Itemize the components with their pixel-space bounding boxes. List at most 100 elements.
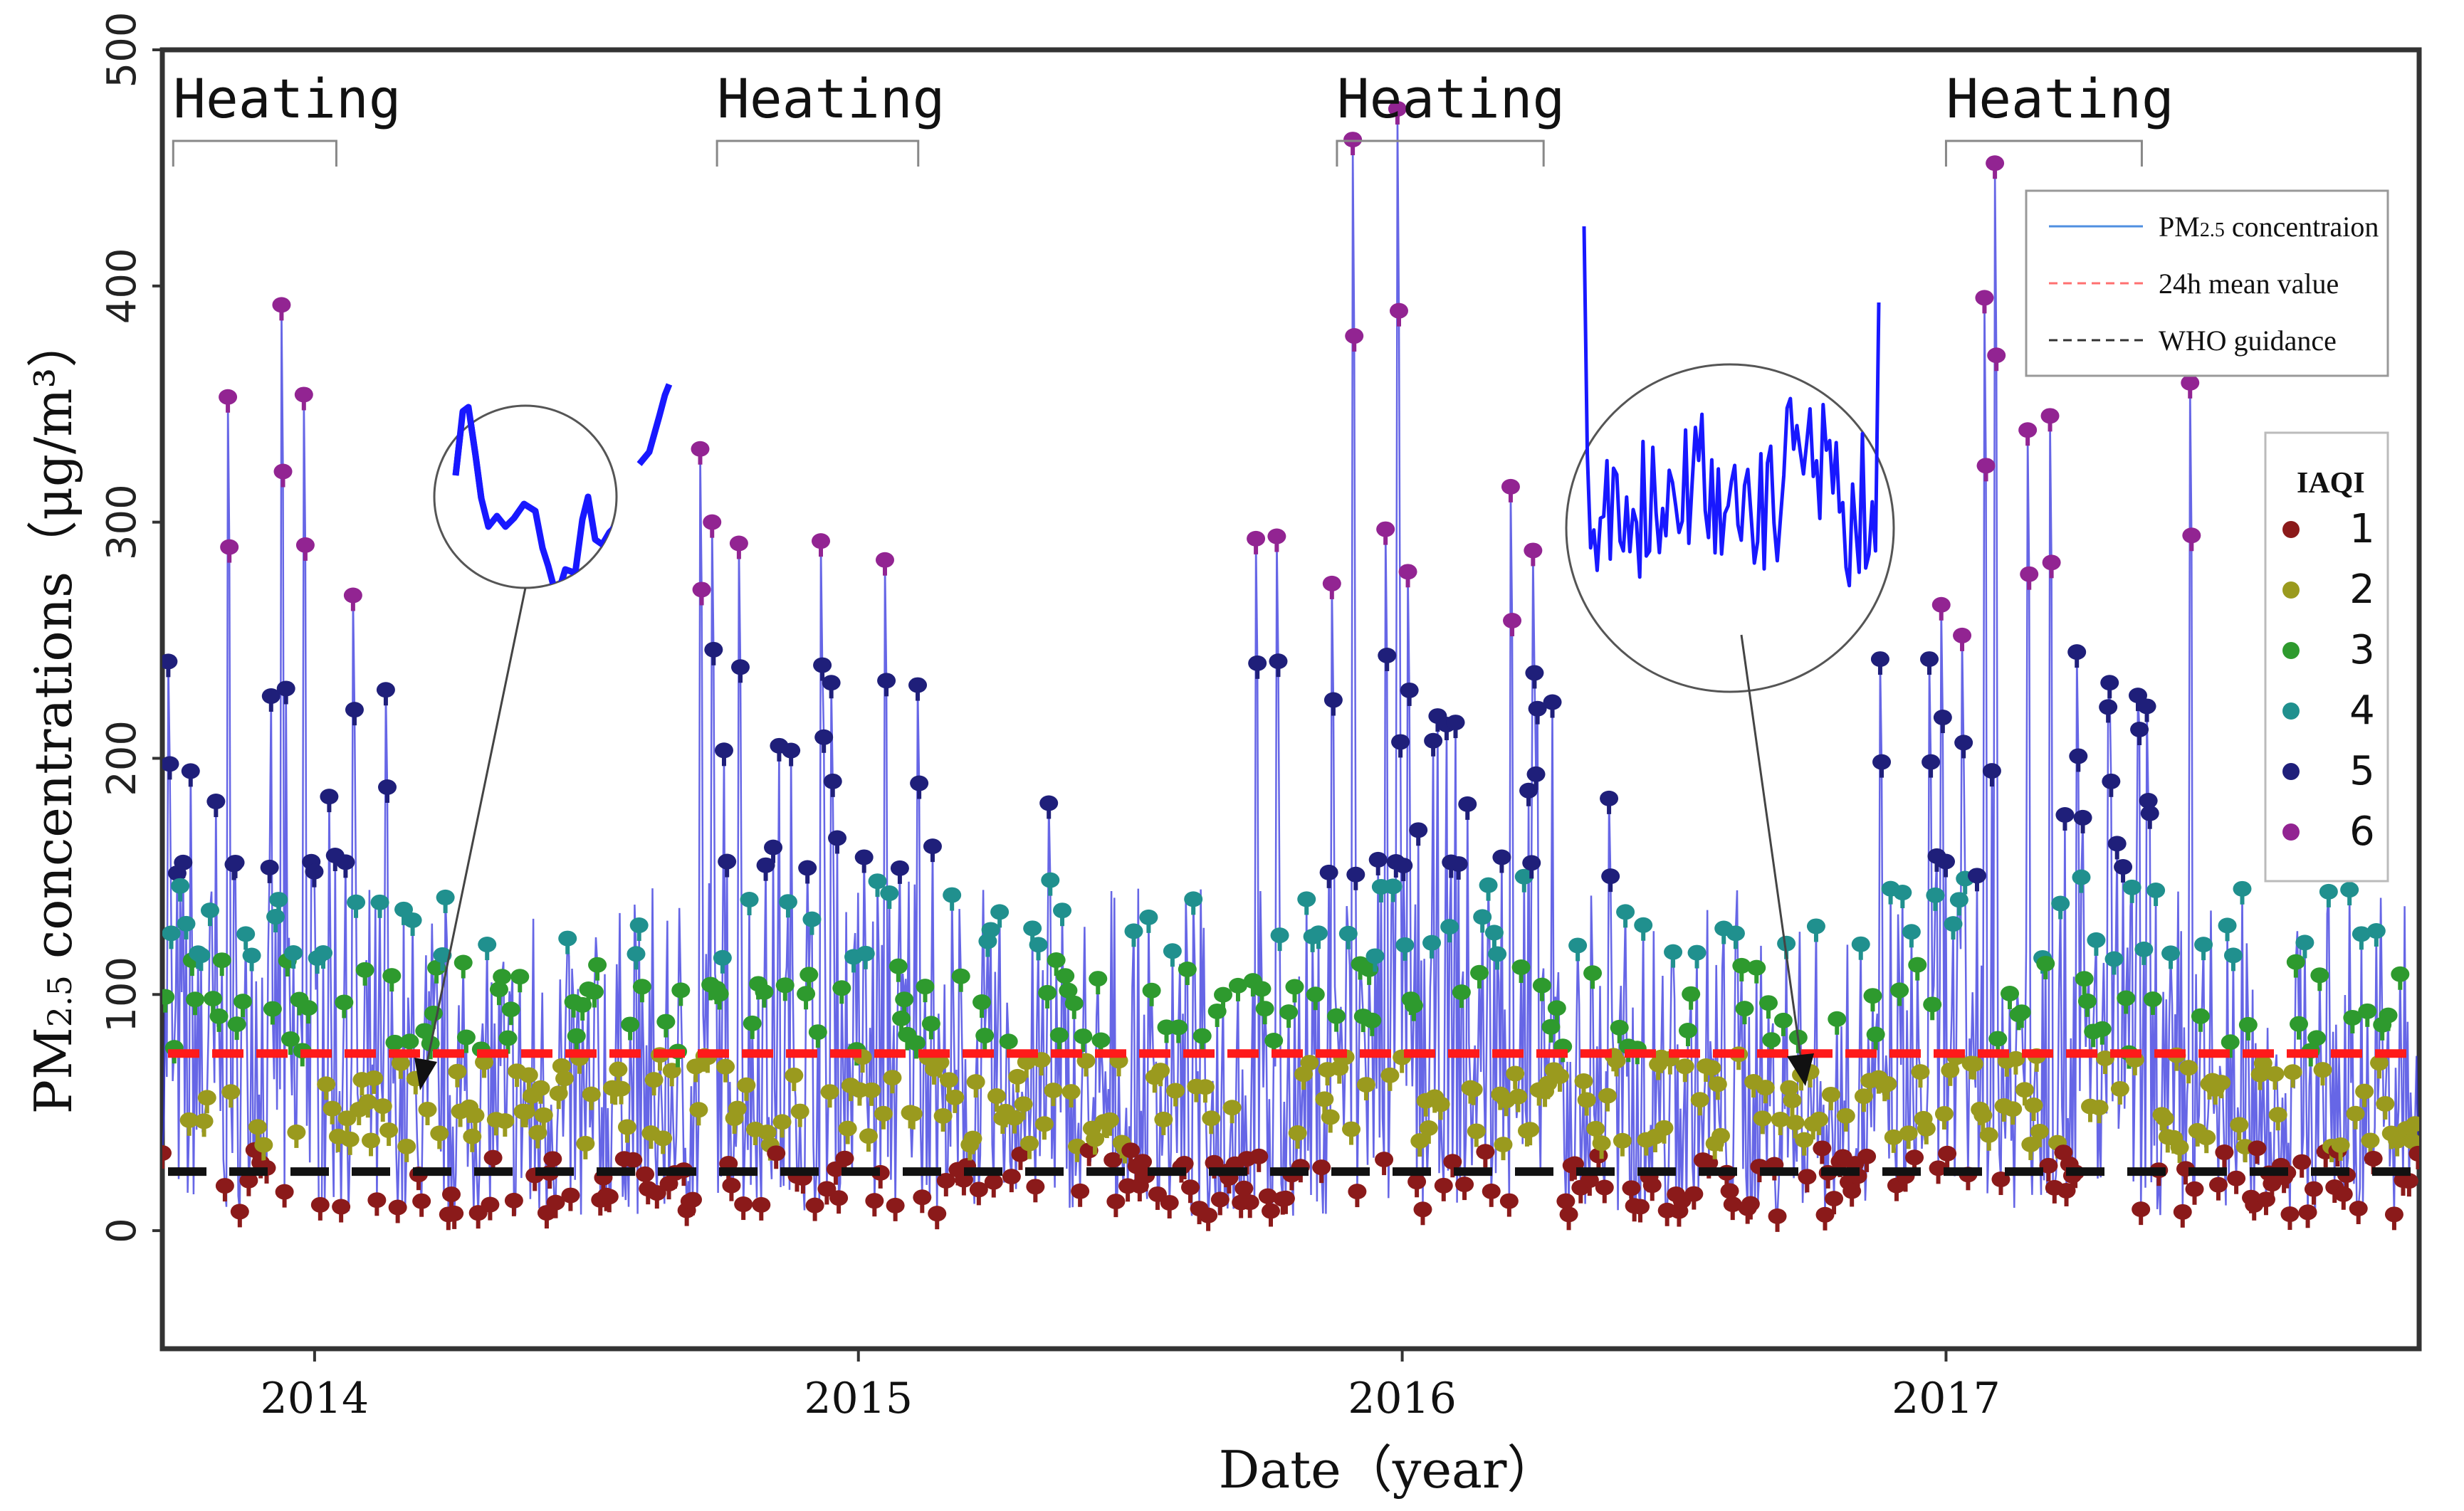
iaqi-point [162,756,179,772]
iaqi-point [2191,1008,2210,1024]
iaqi-point [2117,990,2136,1006]
iaqi-point [1519,782,1538,799]
iaqi-point [1863,988,1882,1004]
iaqi-point [1568,937,1588,954]
iaqi-point [767,1145,786,1162]
iaqi-point [1893,885,1912,901]
iaqi-point [1911,1064,1930,1080]
iaqi-point [335,994,354,1011]
iaqi-point [1559,1206,1578,1223]
iaqi-point [379,1122,399,1139]
x-axis: 2014 2015 2016 2017 [261,1349,2001,1423]
iaqi-point [802,911,822,927]
iaqi-point [2021,1136,2040,1152]
iaqi-point [266,909,285,925]
iaqi-point [1622,1180,1641,1196]
iaqi-point [200,902,219,919]
iaqi-point [1103,1152,1123,1168]
iaqi-point [1338,925,1358,942]
iaqi-point [1798,1169,1817,1185]
iaqi-point [2384,1206,2403,1223]
inset-2014-line-overflow [636,383,673,466]
iaqi-point [755,984,774,1000]
iaqi-point [1492,849,1511,865]
iaqi-point [624,1152,643,1168]
iaqi-point [1249,1148,1269,1164]
iaqi-point [1270,927,1289,944]
iaqi-point [2040,408,2060,424]
iaqi-point [2077,993,2097,1009]
iaqi-point [1783,1093,1802,1109]
iaqi-point [2020,566,2039,582]
y-tick-label: 0 [99,1218,145,1243]
iaqi-legend-label: 2 [2349,567,2375,613]
iaqi-point [729,535,748,552]
iaqi-point [1949,892,1968,908]
iaqi-point [436,889,455,905]
iaqi-point [930,1054,950,1070]
iaqi-point [275,1184,294,1200]
iaqi-point [1394,858,1413,874]
iaqi-point [1139,909,1158,925]
iaqi-point [984,1174,1003,1190]
iaqi-point [2361,1132,2380,1149]
iaqi-point [1678,1023,1697,1039]
iaqi-point [2364,1150,2383,1167]
iaqi-point [1034,1116,1054,1132]
iaqi-point [1851,936,1870,952]
iaqi-point [1300,1055,1319,1071]
iaqi-point [1181,1179,1200,1196]
iaqi-point [1967,868,1986,884]
iaqi-point [2355,1083,2374,1100]
iaqi-point [2104,951,2124,967]
iaqi-legend-label: 6 [2349,809,2375,855]
iaqi-legend-swatch [2282,763,2300,780]
iaqi-point [445,1205,464,1221]
iaqi-point [951,968,970,984]
iaqi-point [2406,1116,2419,1132]
iaqi-point [647,1185,666,1201]
iaqi-point [990,904,1010,920]
iaqi-point [1419,1120,1438,1137]
iaqi-point [874,1105,893,1122]
iaqi-point [883,1070,902,1086]
iaqi-point [1017,1054,1036,1070]
iaqi-point [916,979,935,995]
iaqi-point [2095,1051,2114,1067]
iaqi-point [1376,521,1395,537]
iaqi-point [1815,1206,1835,1223]
iaqi-point [347,894,366,910]
iaqi-point [2319,883,2338,900]
iaqi-point [2399,1173,2418,1189]
iaqi-point [1297,891,1316,907]
iaqi-legend-label: 1 [2349,506,2375,552]
iaqi-point [2215,1144,2234,1161]
iaqi-point [1522,855,1541,871]
iaqi-point [2352,926,2371,942]
iaqi-point [1857,1148,1877,1164]
iaqi-point [2265,1066,2285,1083]
iaqi-point [1905,1149,1924,1166]
iaqi-point [772,1114,792,1130]
iaqi-point [2173,1204,2192,1220]
iaqi-point [1142,982,1161,999]
iaqi-point [1469,964,1489,981]
iaqi-point [376,682,395,698]
iaqi-point [629,917,649,934]
iaqi-point [1810,1111,1829,1127]
iaqi-point [1479,877,1498,893]
iaqi-point [1400,682,1419,698]
iaqi-point [1424,732,1443,749]
iaqi-point [2209,1176,2228,1193]
iaqi-point [2051,895,2070,912]
iaqi-point [1870,651,1889,668]
iaqi-point [1346,866,1365,883]
iaqi-point [656,1014,676,1030]
iaqi-point [263,1001,282,1017]
iaqi-point [1987,347,2006,364]
iaqi-point [1922,754,1941,770]
iaqi-point [933,1108,953,1125]
iaqi-point [1777,935,1796,952]
iaqi-point [397,1138,416,1154]
iaqi-point [1634,917,1653,933]
